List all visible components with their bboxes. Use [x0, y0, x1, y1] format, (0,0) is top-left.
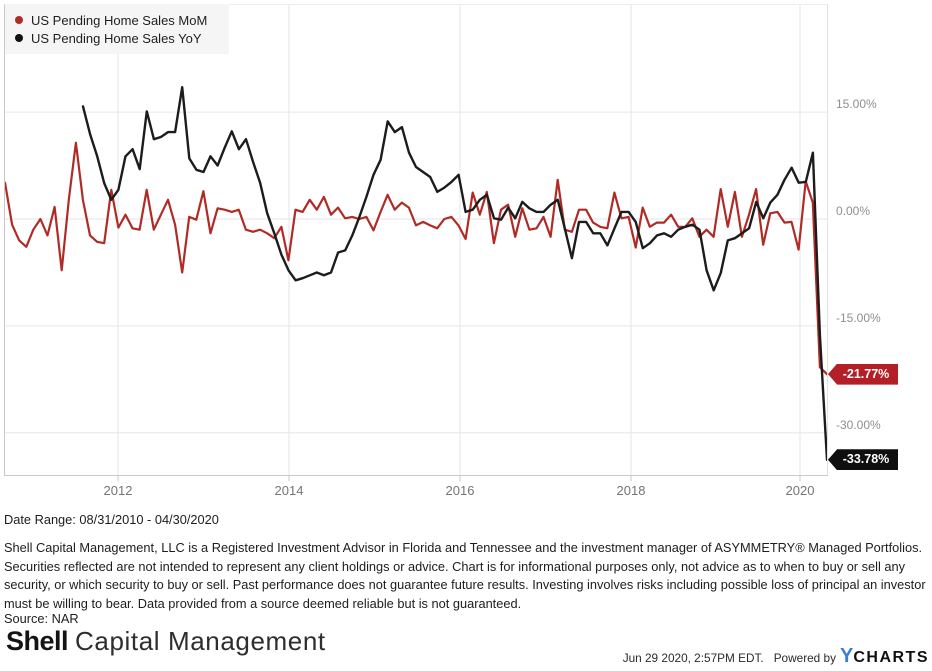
date-range-text: Date Range: 08/31/2010 - 04/30/2020	[4, 512, 219, 527]
mom-series-dot-icon	[15, 16, 23, 24]
mom-line	[3, 141, 829, 376]
x-axis-tick-label: 2020	[785, 483, 815, 498]
yoy-series-dot-icon	[15, 34, 23, 42]
legend-item-mom[interactable]: US Pending Home Sales MoM	[15, 11, 229, 29]
logo-bold-text: Shell	[6, 626, 69, 656]
yoy-line	[81, 85, 829, 461]
disclaimer-text: Shell Capital Management, LLC is a Regis…	[4, 540, 926, 611]
mom-value-callout: -21.77%	[828, 363, 898, 385]
shell-capital-logo: Shell Capital Management	[6, 626, 326, 657]
plot-border	[4, 4, 828, 476]
ycharts-wordmark: CHARTS	[853, 649, 929, 666]
ycharts-logo: Y CHARTS	[839, 645, 929, 667]
logo-light-text: Capital Management	[75, 626, 326, 656]
footer-right: Jun 29 2020, 2:57PM EDT. Powered by Y CH…	[622, 645, 929, 667]
y-axis-tick-label: -15.00%	[836, 310, 881, 325]
y-axis-tick-label: 15.00%	[836, 97, 877, 112]
y-axis-tick-label: -30.00%	[836, 417, 881, 432]
timestamp-text: Jun 29 2020, 2:57PM EDT.	[622, 651, 764, 665]
plot-canvas	[3, 5, 829, 481]
legend-label-yoy: US Pending Home Sales YoY	[31, 30, 202, 46]
x-axis-tick-label: 2018	[616, 483, 646, 498]
x-axis-tick-label: 2016	[445, 483, 475, 498]
legend: US Pending Home Sales MoM US Pending Hom…	[5, 4, 229, 54]
legend-item-yoy[interactable]: US Pending Home Sales YoY	[15, 29, 229, 47]
x-axis-tick-label: 2014	[274, 483, 304, 498]
legend-label-mom: US Pending Home Sales MoM	[31, 12, 208, 28]
chart-area: US Pending Home Sales MoM US Pending Hom…	[3, 4, 898, 498]
source-text: Source: NAR	[4, 611, 79, 626]
yoy-value-callout: -33.78%	[828, 449, 898, 471]
powered-by-text: Powered by	[773, 651, 836, 665]
y-axis-tick-label: 0.00%	[836, 204, 871, 218]
x-axis-tick-label: 2012	[103, 483, 133, 498]
ycharts-y-icon: Y	[839, 645, 854, 667]
